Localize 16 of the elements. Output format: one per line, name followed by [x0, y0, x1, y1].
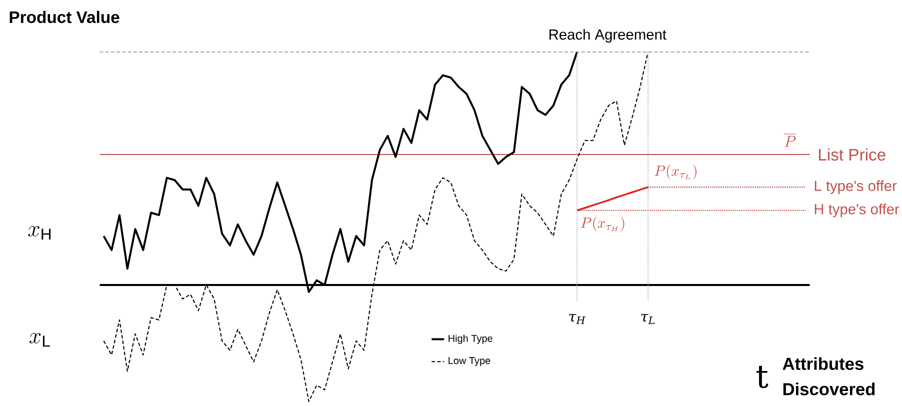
- text: $x_{\mathrm{L}}$: [30, 333, 50, 347]
- x-axis-title: Attributes Discovered: [782, 357, 875, 396]
- annotation: τ$_{L}$: [641, 314, 655, 324]
- y-axis-title: Product Value: [10, 10, 120, 24]
- legend-label: Low Type: [448, 357, 490, 366]
- annotation: $P(x_{\tau_H})$: [580, 216, 624, 232]
- text: $x_{\mathrm{H}}$: [28, 226, 51, 240]
- annotation: τ$_{H}$: [569, 314, 586, 324]
- legend-label: High Type: [448, 334, 492, 344]
- series-label: H type's offer: [814, 204, 900, 218]
- annotation: $P(x_{\tau_L})$: [654, 164, 696, 180]
- series-label: L type's offer: [814, 180, 897, 194]
- ref-line-label: List Price: [818, 148, 886, 161]
- annotation: t: [756, 366, 768, 388]
- ref-line-label: Reach Agreement: [550, 28, 666, 43]
- annotation: $\overline{P}$: [784, 134, 796, 147]
